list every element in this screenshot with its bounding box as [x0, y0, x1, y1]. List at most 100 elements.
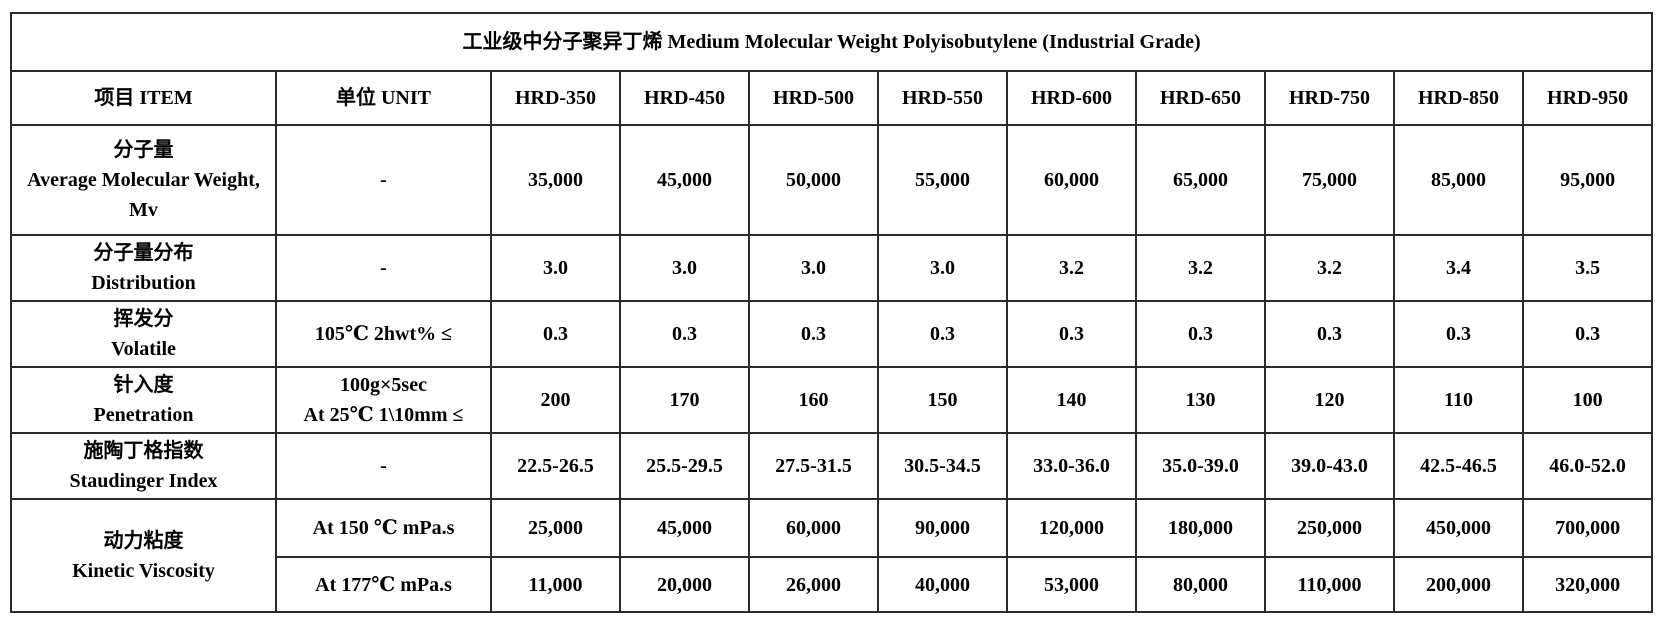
- value-cell: 30.5-34.5: [877, 432, 1008, 500]
- value-cell: 3.2: [1006, 234, 1137, 302]
- item-cell: 分子量分布 Distribution: [10, 234, 277, 302]
- unit-cell: -: [275, 124, 492, 236]
- value-cell: 80,000: [1135, 556, 1266, 613]
- value-cell: 60,000: [748, 498, 879, 558]
- value-cell: 200: [490, 366, 621, 434]
- value-cell: 11,000: [490, 556, 621, 613]
- header-row: 项目 ITEM 单位 UNIT HRD-350 HRD-450 HRD-500 …: [10, 70, 1654, 126]
- col-header-grade: HRD-550: [877, 70, 1008, 126]
- value-cell: 0.3: [619, 300, 750, 368]
- item-label-en: Staudinger Index: [69, 470, 218, 492]
- value-cell: 0.3: [748, 300, 879, 368]
- value-cell: 45,000: [619, 124, 750, 236]
- item-label-zh: 针入度: [113, 374, 174, 396]
- item-label-en: Kinetic Viscosity: [72, 559, 215, 582]
- item-cell-kinetic-viscosity: 动力粘度 Kinetic Viscosity: [10, 498, 277, 613]
- row-average-molecular-weight: 分子量 Average Molecular Weight, Mv - 35,00…: [10, 124, 1654, 236]
- value-cell: 100: [1521, 366, 1654, 434]
- col-header-grade: HRD-450: [619, 70, 750, 126]
- unit-cell: At 150 ℃ mPa.s: [275, 498, 492, 558]
- value-cell: 65,000: [1135, 124, 1266, 236]
- col-header-grade: HRD-950: [1521, 70, 1654, 126]
- value-cell: 26,000: [748, 556, 879, 613]
- item-cell: 分子量 Average Molecular Weight, Mv: [10, 124, 277, 236]
- value-cell: 45,000: [619, 498, 750, 558]
- value-cell: 450,000: [1393, 498, 1524, 558]
- value-cell: 3.4: [1393, 234, 1524, 302]
- row-penetration: 针入度 Penetration 100g×5sec At 25℃ 1\10mm …: [10, 366, 1654, 434]
- value-cell: 160: [748, 366, 879, 434]
- row-distribution: 分子量分布 Distribution - 3.0 3.0 3.0 3.0 3.2…: [10, 234, 1654, 302]
- col-header-grade: HRD-850: [1393, 70, 1524, 126]
- value-cell: 0.3: [1393, 300, 1524, 368]
- item-label-zh: 施陶丁格指数: [83, 440, 204, 462]
- value-cell: 130: [1135, 366, 1266, 434]
- value-cell: 3.2: [1135, 234, 1266, 302]
- unit-cell: -: [275, 234, 492, 302]
- value-cell: 3.0: [877, 234, 1008, 302]
- item-label-zh: 挥发分: [113, 308, 174, 330]
- value-cell: 3.2: [1264, 234, 1395, 302]
- row-kinetic-viscosity-177: At 177℃ mPa.s 11,000 20,000 26,000 40,00…: [11, 556, 1654, 613]
- value-cell: 35,000: [490, 124, 621, 236]
- item-label-en: Average Molecular Weight,: [27, 169, 260, 191]
- item-label-zh: 分子量分布: [93, 242, 194, 264]
- value-cell: 20,000: [619, 556, 750, 613]
- item-label-en: Penetration: [93, 404, 194, 426]
- item-label-en: Volatile: [111, 338, 176, 360]
- value-cell: 42.5-46.5: [1393, 432, 1524, 500]
- col-header-grade: HRD-500: [748, 70, 879, 126]
- value-cell: 50,000: [748, 124, 879, 236]
- value-cell: 75,000: [1264, 124, 1395, 236]
- unit-cell: 100g×5sec At 25℃ 1\10mm ≤: [275, 366, 492, 434]
- value-cell: 35.0-39.0: [1135, 432, 1266, 500]
- value-cell: 39.0-43.0: [1264, 432, 1395, 500]
- unit-line-1: 100g×5sec: [340, 374, 427, 396]
- unit-cell: At 177℃ mPa.s: [275, 556, 492, 613]
- item-label-en2: Mv: [129, 199, 158, 221]
- unit-cell: -: [275, 432, 492, 500]
- value-cell: 150: [877, 366, 1008, 434]
- value-cell: 700,000: [1521, 498, 1654, 558]
- row-kinetic-viscosity-150: 动力粘度 Kinetic Viscosity At 150 ℃ mPa.s 25…: [10, 498, 1654, 613]
- value-cell: 25.5-29.5: [619, 432, 750, 500]
- value-cell: 22.5-26.5: [490, 432, 621, 500]
- value-cell: 250,000: [1264, 498, 1395, 558]
- col-header-unit: 单位 UNIT: [275, 70, 492, 126]
- value-cell: 3.0: [619, 234, 750, 302]
- col-header-item: 项目 ITEM: [10, 70, 277, 126]
- value-cell: 0.3: [1264, 300, 1395, 368]
- value-cell: 110,000: [1264, 556, 1395, 613]
- col-header-grade: HRD-350: [490, 70, 621, 126]
- value-cell: 3.0: [490, 234, 621, 302]
- item-label-zh: 分子量: [113, 139, 174, 161]
- value-cell: 27.5-31.5: [748, 432, 879, 500]
- value-cell: 33.0-36.0: [1006, 432, 1137, 500]
- row-staudinger-index: 施陶丁格指数 Staudinger Index - 22.5-26.5 25.5…: [10, 432, 1654, 500]
- value-cell: 3.0: [748, 234, 879, 302]
- value-cell: 46.0-52.0: [1521, 432, 1654, 500]
- value-cell: 90,000: [877, 498, 1008, 558]
- value-cell: 110: [1393, 366, 1524, 434]
- value-cell: 55,000: [877, 124, 1008, 236]
- value-cell: 0.3: [877, 300, 1008, 368]
- title-row: 工业级中分子聚异丁烯 Medium Molecular Weight Polyi…: [9, 12, 1654, 72]
- item-cell: 施陶丁格指数 Staudinger Index: [10, 432, 277, 500]
- item-cell: 挥发分 Volatile: [10, 300, 277, 368]
- unit-cell: 105℃ 2hwt% ≤: [275, 300, 492, 368]
- unit-line-2: At 25℃ 1\10mm ≤: [303, 404, 464, 426]
- item-label-zh: 动力粘度: [103, 529, 184, 552]
- spec-table: 工业级中分子聚异丁烯 Medium Molecular Weight Polyi…: [9, 12, 1654, 613]
- value-cell: 40,000: [877, 556, 1008, 613]
- value-cell: 140: [1006, 366, 1137, 434]
- value-cell: 0.3: [1006, 300, 1137, 368]
- table-title: 工业级中分子聚异丁烯 Medium Molecular Weight Polyi…: [9, 12, 1654, 72]
- row-volatile: 挥发分 Volatile 105℃ 2hwt% ≤ 0.3 0.3 0.3 0.…: [10, 300, 1654, 368]
- value-cell: 0.3: [1521, 300, 1654, 368]
- value-cell: 95,000: [1521, 124, 1654, 236]
- col-header-grade: HRD-650: [1135, 70, 1266, 126]
- value-cell: 0.3: [490, 300, 621, 368]
- item-label-en: Distribution: [91, 272, 196, 294]
- item-cell: 针入度 Penetration: [10, 366, 277, 434]
